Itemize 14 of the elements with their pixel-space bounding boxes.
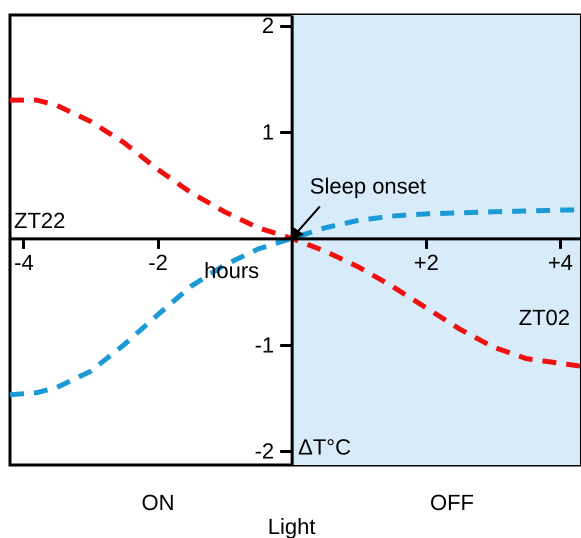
y-axis-title: ΔT°C xyxy=(298,434,352,460)
y-tick-label: -2 xyxy=(254,438,274,464)
x-tick-label: +4 xyxy=(548,250,573,275)
x-tick-label: +2 xyxy=(414,250,439,275)
y-tick-label: 2 xyxy=(262,13,274,38)
y-tick-label: -1 xyxy=(254,332,274,358)
x-tick-label: -4 xyxy=(14,250,34,275)
annotation: Sleep onset xyxy=(310,173,426,198)
y-tick-label: 1 xyxy=(262,120,274,145)
x-tick-label: -2 xyxy=(148,250,168,275)
text: OFF xyxy=(430,490,474,515)
text: ON xyxy=(142,490,174,515)
annotation: ZT22 xyxy=(14,208,66,233)
annotation: ZT02 xyxy=(518,305,570,330)
